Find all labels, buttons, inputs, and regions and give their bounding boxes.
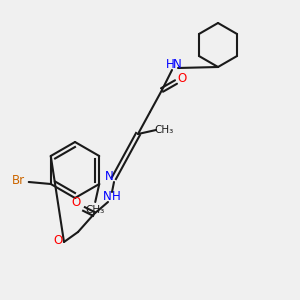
Text: O: O — [71, 196, 81, 209]
Text: N: N — [105, 169, 113, 182]
Text: O: O — [53, 233, 63, 247]
Text: Br: Br — [12, 173, 25, 187]
Text: H: H — [112, 190, 120, 202]
Text: H: H — [166, 58, 174, 70]
Text: N: N — [172, 58, 182, 70]
Text: CH₃: CH₃ — [85, 205, 105, 215]
Text: N: N — [103, 190, 111, 202]
Text: CH₃: CH₃ — [154, 125, 174, 135]
Text: O: O — [177, 71, 187, 85]
